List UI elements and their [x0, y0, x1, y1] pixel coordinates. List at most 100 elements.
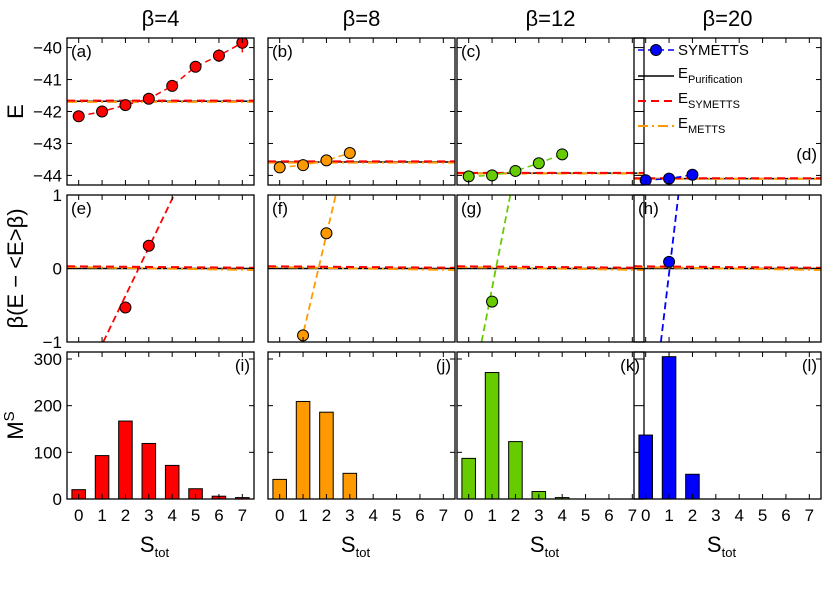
y-tick-label: 300 [34, 350, 62, 369]
histogram-bar [94, 455, 110, 499]
energy-point [166, 79, 179, 92]
x-tick-label: 4 [368, 506, 377, 525]
metts-line [634, 266, 821, 271]
energy-point [119, 99, 132, 112]
x-tick-label: 0 [74, 506, 83, 525]
x-tick-label: 3 [345, 506, 354, 525]
x-tick-label: 0 [641, 506, 650, 525]
panel-label: (h) [638, 199, 659, 218]
histogram-bar [661, 356, 677, 499]
metts-line [457, 266, 644, 271]
panel-frame [633, 37, 822, 186]
x-tick-label: 4 [734, 506, 743, 525]
panel-plot-area [67, 38, 254, 123]
x-tick-label: 7 [238, 506, 247, 525]
x-tick-label: 2 [511, 506, 520, 525]
panel-label: (b) [272, 42, 293, 61]
panel-frame [66, 351, 255, 500]
x-tick-label: 6 [415, 506, 424, 525]
y-tick-label: 0 [53, 490, 62, 509]
x-axis-label: Stot [140, 532, 170, 560]
energy-series-line [468, 153, 563, 178]
energy-point [236, 38, 249, 49]
energy-point [639, 174, 652, 185]
panel-label: (c) [461, 42, 481, 61]
x-tick-label: 0 [275, 506, 284, 525]
legend-symetts-marker [650, 44, 662, 56]
panel-plot-area [461, 372, 570, 499]
histogram-bar [319, 411, 334, 499]
panel-label: (d) [796, 145, 817, 164]
y-axis-label: MS [1, 411, 28, 439]
x-tick-label: 3 [534, 506, 543, 525]
x-tick-label: 5 [191, 506, 200, 525]
fit-line [480, 195, 512, 342]
metts-line [268, 266, 455, 271]
legend-label: EPurification [678, 65, 742, 86]
x-tick-label: 7 [439, 506, 448, 525]
histogram-bar [188, 488, 203, 499]
x-tick-label: 0 [464, 506, 473, 525]
deviation-point [320, 227, 333, 240]
column-titles: β=4 β=8 β=12 β=20 [142, 6, 753, 31]
panel-a: −44 −43 −42 −41 −40 (a) [33, 37, 255, 186]
legend-label: EMETTS [678, 115, 725, 136]
y-axis-label: β(E − <E>β) [3, 208, 28, 328]
deviation-point [663, 255, 676, 268]
panel-plot-area [67, 195, 254, 342]
energy-point [532, 157, 545, 170]
y-tick-label: 200 [34, 397, 62, 416]
x-tick-label: 3 [711, 506, 720, 525]
x-tick-label: 4 [557, 506, 566, 525]
panel-d: (d) [633, 37, 822, 186]
histogram-bar [508, 441, 523, 499]
symetts-line [457, 265, 644, 269]
x-tick-label: 2 [322, 506, 331, 525]
panel-plot-area [638, 356, 700, 499]
histogram-bar [461, 457, 476, 499]
panel-plot-area [634, 168, 821, 185]
panel-h: (h) [633, 194, 822, 343]
panel-plot-area [268, 147, 455, 174]
panel-plot-area [634, 195, 821, 342]
deviation-point [142, 239, 155, 252]
panel-k: 0 1 2 3 4 5 6 7 (k) [456, 351, 645, 525]
panel-g: (g) [456, 194, 645, 343]
y-tick-label: 0 [53, 260, 62, 279]
fit-line [300, 195, 337, 342]
energy-point [212, 49, 225, 62]
energy-series-line [279, 152, 351, 169]
panel-frame [456, 37, 645, 186]
x-tick-label: 6 [214, 506, 223, 525]
y-tick-label: −1 [43, 333, 62, 352]
column-title: β=8 [343, 6, 381, 31]
column-title: β=12 [526, 6, 576, 31]
x-tick-label: 1 [298, 506, 307, 525]
y-tick-label: −41 [33, 71, 62, 90]
panel-label: (k) [620, 356, 640, 375]
x-tick-label: 2 [688, 506, 697, 525]
panels: −44−43−42−41−40 (a) (b) (c)(d)−101(e) (f) (g)… [33, 37, 822, 525]
histogram-bar [141, 442, 157, 499]
x-tick-label: 5 [392, 506, 401, 525]
panel-frame [456, 351, 645, 500]
legend-label: SYMETTS [678, 42, 749, 59]
panel-plot-area [272, 400, 358, 499]
x-tick-label: 5 [581, 506, 590, 525]
symetts-line [67, 265, 254, 269]
panel-plot-area [71, 420, 250, 499]
energy-point [96, 105, 109, 118]
legend: SYMETTS EPurification ESYMETTS EMETTS [638, 42, 749, 136]
x-tick-label: 1 [664, 506, 673, 525]
y-tick-label: −42 [33, 103, 62, 122]
energy-point [189, 60, 202, 73]
panel-label: (l) [802, 356, 817, 375]
y-tick-label: −40 [33, 39, 62, 58]
y-tick-label: 100 [34, 443, 62, 462]
panel-c: (c) [456, 37, 645, 186]
y-tick-label: −43 [33, 134, 62, 153]
energy-point [509, 164, 522, 177]
panel-frame [267, 351, 456, 500]
histogram-bar [118, 420, 133, 499]
